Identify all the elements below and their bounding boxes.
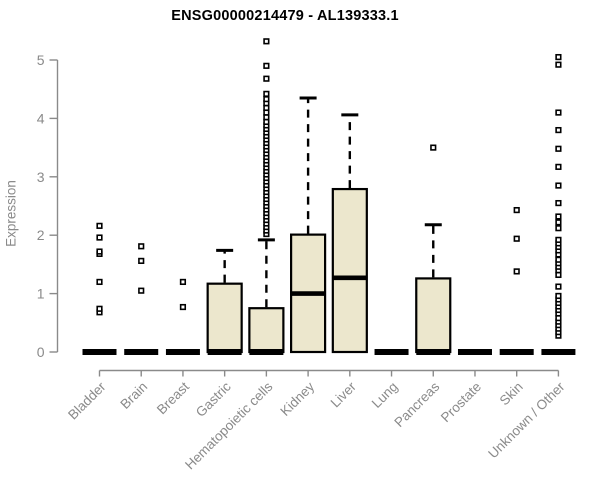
outlier-point-brain: [138, 287, 145, 294]
outlier-point-skin: [513, 235, 520, 242]
box-hematopoietic-cells: [248, 307, 285, 354]
outlier-point-unknown-other: [555, 236, 562, 243]
x-axis-category-label: Unknown / Other: [485, 379, 568, 462]
box-collapsed-bladder: [82, 349, 117, 355]
median-hematopoietic-cells: [249, 349, 284, 355]
x-axis-category-label: Gastric: [193, 379, 234, 420]
x-axis-category-label: Kidney: [277, 379, 317, 419]
x-axis-category-label: Lung: [369, 379, 401, 411]
box-pancreas: [415, 277, 452, 354]
outlier-point-brain: [138, 257, 145, 264]
y-axis-tick-label: 2: [37, 227, 45, 243]
y-axis-title: Expression: [3, 180, 19, 247]
box-collapsed-skin: [499, 349, 534, 355]
x-axis-category-label: Skin: [497, 379, 526, 408]
x-axis-category-label: Liver: [328, 379, 360, 411]
box-collapsed-lung: [374, 349, 409, 355]
median-gastric: [207, 349, 242, 355]
outlier-point-unknown-other: [555, 182, 562, 189]
outlier-point-hematopoietic-cells: [263, 62, 270, 69]
outlier-point-bladder: [96, 305, 103, 312]
x-axis-category-label: Breast: [154, 379, 192, 417]
outlier-point-bladder: [96, 234, 103, 241]
outlier-point-breast: [179, 278, 187, 286]
x-axis-category-label: Bladder: [65, 379, 109, 423]
outlier-point-unknown-other: [555, 219, 562, 226]
box-collapsed-unknown-other: [541, 349, 576, 355]
outlier-point-unknown-other: [555, 199, 562, 207]
box-collapsed-prostate: [457, 349, 492, 355]
outlier-point-hematopoietic-cells: [263, 38, 270, 45]
outlier-point-unknown-other: [555, 53, 562, 61]
outlier-point-skin: [513, 268, 520, 275]
outlier-point-hematopoietic-cells: [263, 90, 270, 97]
box-gastric: [206, 282, 243, 354]
outlier-point-bladder: [96, 222, 103, 229]
box-collapsed-breast: [165, 349, 200, 355]
outlier-point-unknown-other: [555, 256, 562, 263]
x-axis-category-label: Prostate: [438, 379, 484, 425]
y-axis-tick-label: 0: [37, 344, 45, 360]
box-collapsed-brain: [124, 349, 159, 355]
outlier-point-unknown-other: [555, 163, 562, 170]
outlier-point-skin: [513, 206, 520, 214]
outlier-point-hematopoietic-cells: [263, 96, 270, 103]
box-liver: [331, 187, 368, 354]
outlier-point-unknown-other: [555, 213, 562, 220]
outlier-point-brain: [138, 243, 145, 250]
outlier-point-unknown-other: [555, 109, 562, 116]
outlier-point-pancreas: [430, 144, 437, 151]
outlier-point-unknown-other: [555, 225, 562, 232]
outlier-point-unknown-other: [555, 283, 562, 290]
x-axis-category-label: Brain: [117, 379, 150, 412]
outlier-point-bladder: [96, 248, 103, 255]
x-axis-category-label: Pancreas: [391, 379, 442, 430]
y-axis-tick-label: 5: [37, 52, 45, 68]
outlier-point-unknown-other: [555, 126, 562, 134]
y-axis-tick-label: 3: [37, 169, 45, 185]
outlier-point-bladder: [96, 278, 103, 286]
outlier-point-hematopoietic-cells: [263, 75, 270, 82]
y-axis-tick-label: 1: [37, 286, 45, 302]
outlier-point-breast: [179, 303, 187, 311]
median-pancreas: [416, 349, 451, 355]
outlier-point-unknown-other: [555, 61, 562, 68]
outlier-point-unknown-other: [555, 145, 562, 152]
outlier-point-unknown-other: [555, 292, 562, 300]
y-axis-tick-label: 4: [37, 110, 45, 126]
chart-title: ENSG00000214479 - AL139333.1: [171, 8, 399, 24]
